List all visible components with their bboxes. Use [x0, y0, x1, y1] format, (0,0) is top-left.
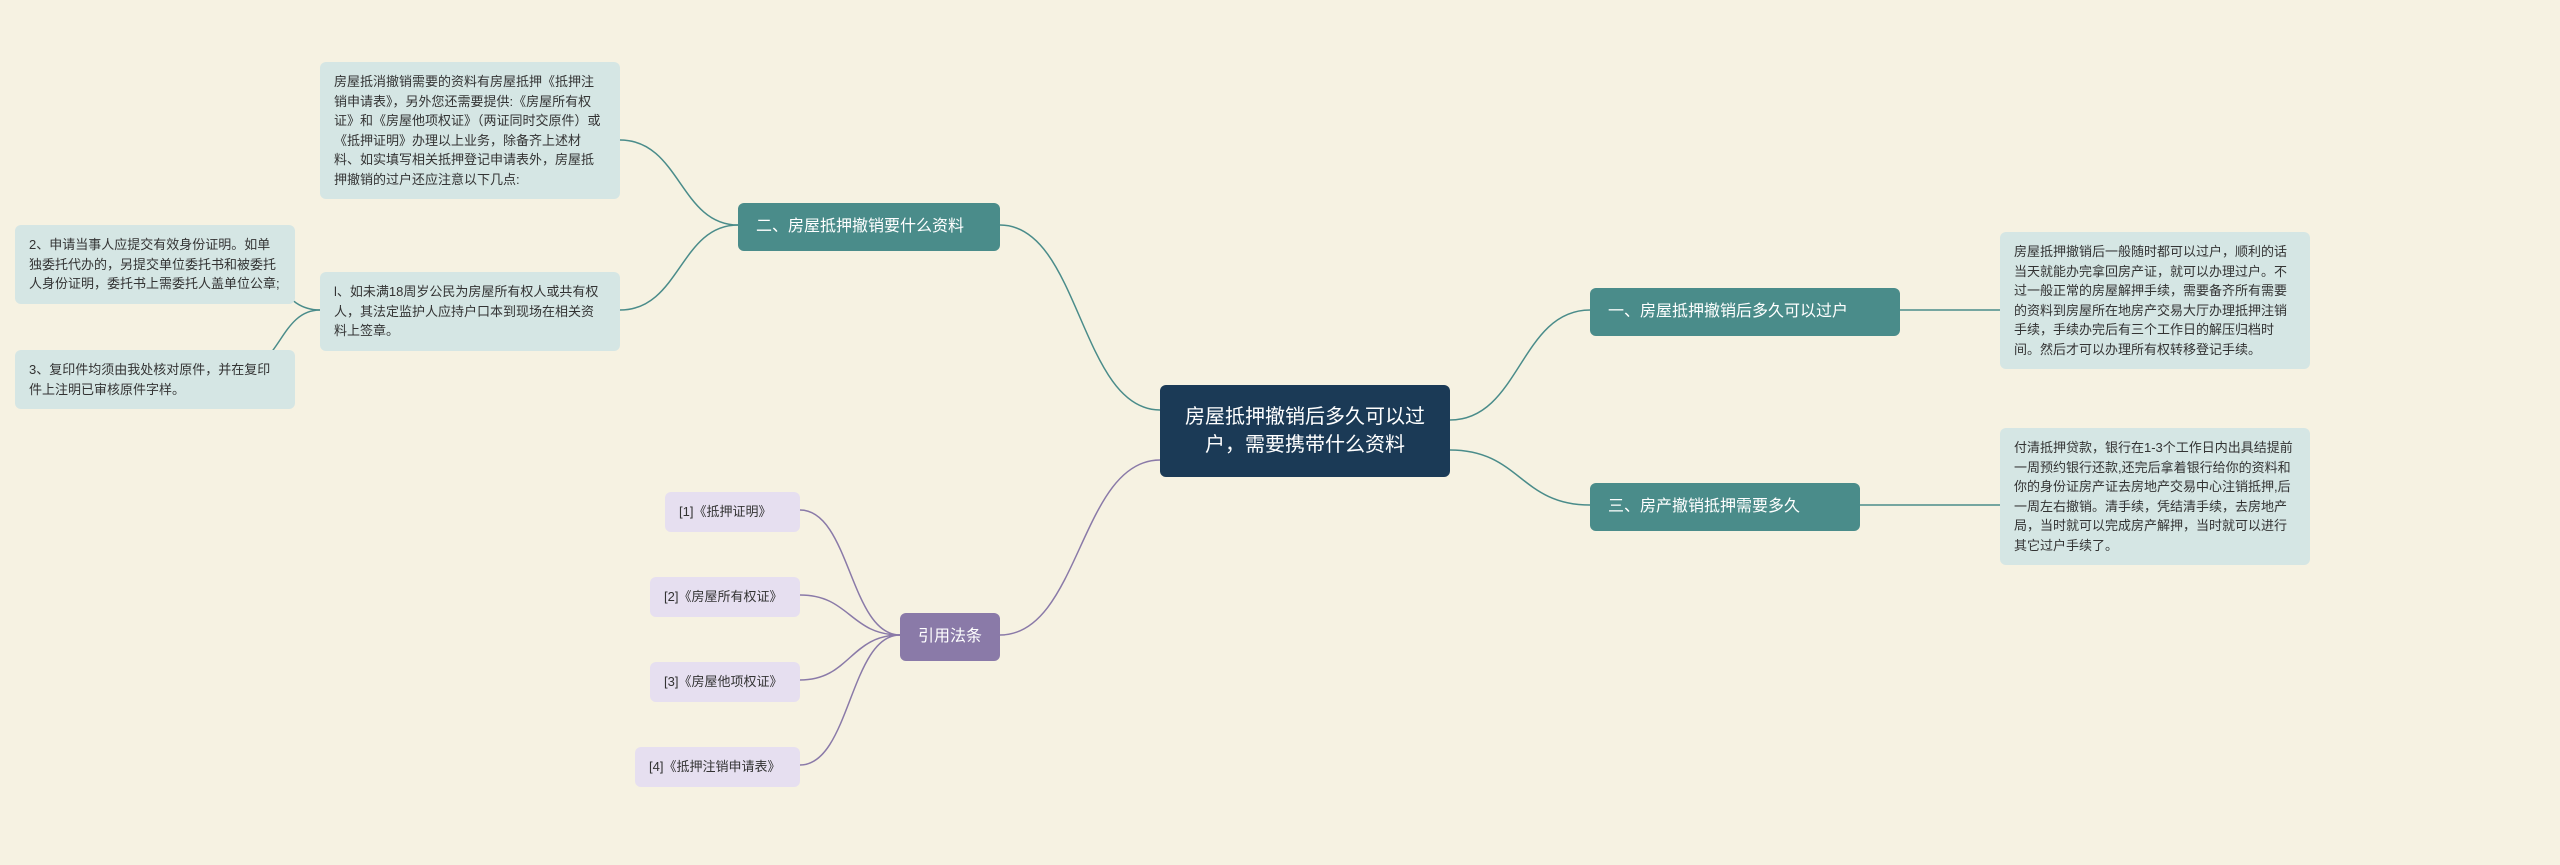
branch-two: 二、房屋抵押撤销要什么资料 [738, 203, 1000, 251]
branch-one: 一、房屋抵押撤销后多久可以过户 [1590, 288, 1900, 336]
branch-two-sub2: 2、申请当事人应提交有效身份证明。如单独委托代办的，另提交单位委托书和被委托人身… [15, 225, 295, 304]
branch-two-sub3: 3、复印件均须由我处核对原件，并在复印件上注明已审核原件字样。 [15, 350, 295, 409]
branch-two-detail: 房屋抵消撤销需要的资料有房屋抵押《抵押注销申请表》，另外您还需要提供:《房屋所有… [320, 62, 620, 199]
ref-item-1: [1]《抵押证明》 [665, 492, 800, 532]
branch-three: 三、房产撤销抵押需要多久 [1590, 483, 1860, 531]
ref-item-3: [3]《房屋他项权证》 [650, 662, 800, 702]
branch-ref: 引用法条 [900, 613, 1000, 661]
ref-item-2: [2]《房屋所有权证》 [650, 577, 800, 617]
branch-one-detail: 房屋抵押撤销后一般随时都可以过户，顺利的话当天就能办完拿回房产证，就可以办理过户… [2000, 232, 2310, 369]
branch-two-sub1: l、如未满18周岁公民为房屋所有权人或共有权人，其法定监护人应持户口本到现场在相… [320, 272, 620, 351]
root-node: 房屋抵押撤销后多久可以过户，需要携带什么资料 [1160, 385, 1450, 477]
ref-item-4: [4]《抵押注销申请表》 [635, 747, 800, 787]
branch-three-detail: 付清抵押贷款，银行在1-3个工作日内出具结提前一周预约银行还款,还完后拿着银行给… [2000, 428, 2310, 565]
